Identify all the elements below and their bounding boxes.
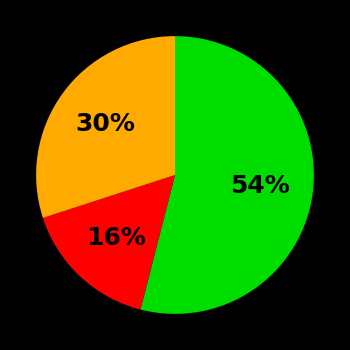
Text: 30%: 30% xyxy=(75,112,135,136)
Text: 54%: 54% xyxy=(231,174,290,198)
Wedge shape xyxy=(140,36,314,314)
Wedge shape xyxy=(36,36,175,218)
Text: 16%: 16% xyxy=(86,226,146,250)
Wedge shape xyxy=(43,175,175,309)
